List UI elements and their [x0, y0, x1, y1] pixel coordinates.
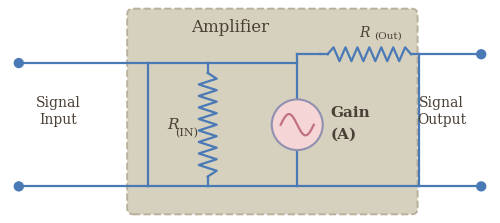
Circle shape	[272, 99, 322, 150]
Circle shape	[14, 182, 24, 191]
Text: Amplifier: Amplifier	[191, 19, 269, 36]
Circle shape	[476, 50, 486, 59]
FancyBboxPatch shape	[127, 9, 418, 214]
Text: R: R	[359, 25, 370, 39]
Text: Signal
Output: Signal Output	[417, 96, 466, 127]
Text: Signal
Input: Signal Input	[36, 96, 81, 127]
Circle shape	[476, 182, 486, 191]
Text: (IN): (IN)	[176, 128, 199, 139]
Text: Gain: Gain	[330, 106, 370, 120]
Text: R: R	[167, 118, 178, 132]
Text: (A): (A)	[330, 128, 357, 142]
Circle shape	[14, 59, 24, 68]
Text: (Out): (Out)	[374, 32, 402, 41]
